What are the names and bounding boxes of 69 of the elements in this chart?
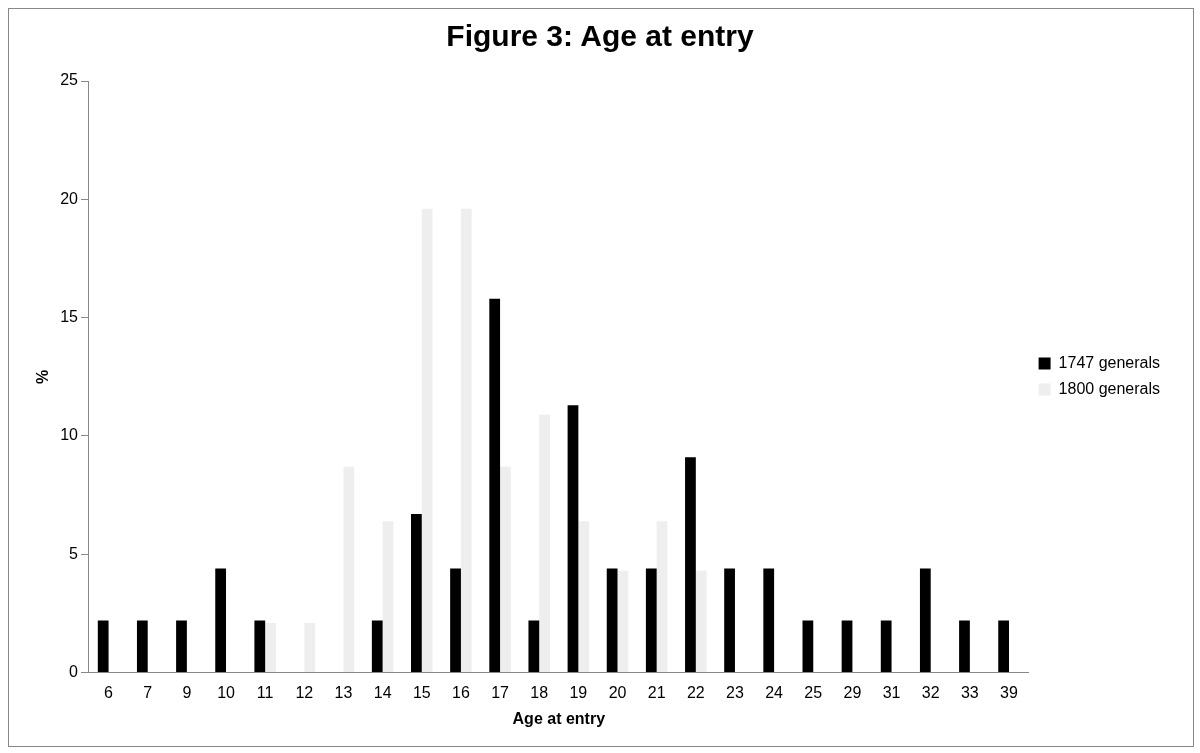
bar — [97, 620, 109, 673]
bar — [880, 620, 892, 673]
x-tick-label: 32 — [921, 683, 940, 701]
x-tick-label: 29 — [843, 683, 862, 701]
bar — [695, 570, 707, 673]
bar — [802, 620, 814, 673]
y-tick-label: 0 — [69, 663, 79, 681]
y-tick-label: 25 — [60, 71, 79, 89]
y-tick-label: 10 — [60, 426, 79, 444]
x-tick-label: 17 — [491, 683, 510, 701]
x-tick-label: 20 — [608, 683, 627, 701]
y-tick-label: 20 — [60, 189, 79, 207]
bar — [998, 620, 1010, 673]
x-tick-label: 7 — [143, 683, 153, 701]
bar — [528, 620, 540, 673]
bar — [460, 208, 472, 673]
x-tick-label: 31 — [882, 683, 901, 701]
bar — [578, 521, 590, 673]
y-axis-title: % — [34, 369, 52, 384]
x-tick-label: 12 — [295, 683, 314, 701]
x-tick-label: 13 — [334, 683, 353, 701]
bar — [919, 568, 931, 673]
x-tick-label: 39 — [1000, 683, 1019, 701]
bar — [841, 620, 853, 673]
x-tick-label: 33 — [960, 683, 979, 701]
bar — [959, 620, 970, 673]
x-tick-label: 19 — [569, 683, 588, 701]
legend-label: 1747 generals — [1058, 353, 1161, 371]
bar — [763, 568, 775, 673]
bar — [254, 620, 266, 673]
bar — [645, 568, 657, 673]
x-tick-label: 21 — [647, 683, 666, 701]
bar — [382, 521, 394, 673]
bar — [489, 298, 501, 673]
x-tick-label: 23 — [726, 683, 744, 701]
y-tick-label: 15 — [60, 308, 79, 326]
bar — [656, 521, 668, 673]
x-axis-title: Age at entry — [512, 709, 606, 727]
x-tick-label: 18 — [530, 683, 549, 701]
bar — [343, 466, 355, 673]
x-tick-label: 9 — [182, 683, 192, 701]
x-tick-label: 10 — [217, 683, 236, 701]
x-tick-label: 14 — [373, 683, 392, 701]
y-tick-label: 5 — [69, 544, 79, 562]
x-tick-label: 11 — [256, 683, 274, 701]
x-tick-label: 24 — [765, 683, 784, 701]
bar — [411, 514, 422, 673]
bar — [500, 466, 511, 673]
bar — [371, 620, 383, 673]
bar — [215, 568, 227, 673]
bar — [450, 568, 461, 673]
x-tick-label: 25 — [804, 683, 823, 701]
bar — [176, 620, 187, 673]
bar — [539, 414, 550, 673]
bar — [136, 620, 148, 673]
x-tick-label: 22 — [686, 683, 705, 701]
bar — [617, 570, 629, 673]
x-tick-label: 15 — [412, 683, 431, 701]
bar — [421, 208, 433, 673]
chart-title: Figure 3: Age at entry — [446, 19, 754, 53]
x-tick-label: 16 — [452, 683, 470, 701]
bar — [304, 622, 316, 673]
bar — [606, 568, 618, 673]
bar — [685, 457, 696, 673]
bar — [724, 568, 735, 673]
bar — [567, 405, 579, 673]
bar — [265, 622, 276, 673]
legend-label: 1800 generals — [1058, 379, 1161, 397]
x-tick-label: 6 — [104, 683, 114, 701]
